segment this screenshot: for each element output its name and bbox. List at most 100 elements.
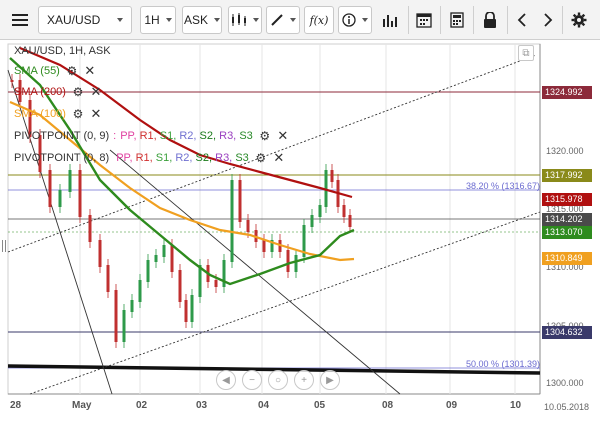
price-type-selector[interactable]: ASK [182,6,222,34]
pivot-part-pp: PP, [116,152,133,164]
candle-body [48,170,52,207]
candle-body [138,280,142,302]
candle-body [98,240,102,267]
candle-body [230,180,234,262]
popout-icon[interactable]: ⧉ [518,45,534,61]
indicators-button[interactable]: f(x) [304,6,334,34]
candle-body [28,100,32,137]
candle-body [310,215,314,227]
chevron-down-icon [117,18,123,22]
gear-icon[interactable]: ⚙ [72,85,84,99]
settings-button[interactable] [565,6,593,34]
chevron-down-icon [253,18,259,22]
close-icon[interactable]: ✕ [273,150,285,165]
volume-button[interactable] [376,6,404,34]
chevron-down-icon [290,18,296,22]
candle-body [58,190,62,207]
pan-right-icon[interactable]: ▶ [320,370,340,390]
legend-item-pivot-8[interactable]: PIVOTPOINT (0, 8) PP, R1, S1, R2, S2, R3… [14,149,285,167]
pivot-part-s2: S2, [199,130,217,142]
pivot-part-r1: R1, [139,130,157,142]
timeframe-selector[interactable]: 1H [140,6,176,34]
price-tag: 1304.632 [542,326,592,339]
time-tick: 05 [314,400,326,411]
zoom-out-icon[interactable]: − [242,370,262,390]
chevron-down-icon [214,18,220,22]
pivot-part-s2: S2, [195,152,213,164]
legend-item-pivot-9[interactable]: PIVOTPOINT (0, 9) : PP, R1, S1, R2, S2, … [14,127,289,145]
price-tag: 1314.202 [542,213,592,226]
price-tag: 1317.992 [542,169,592,182]
candle-body [78,170,82,217]
price-tag: 1324.992 [542,86,592,99]
candle-body [38,135,42,172]
draw-tool-button[interactable] [266,6,300,34]
legend-label: SMA (200) [14,86,66,98]
hamburger-icon[interactable] [6,6,34,34]
chevron-down-icon [362,18,368,22]
chart-title: XAU/USD, 1H, ASK [14,45,111,57]
chart-type-button[interactable] [228,6,262,34]
price-tag: 1315.978 [542,193,592,206]
info-button[interactable] [338,6,372,34]
candle-body [88,215,92,242]
candle-body [130,300,134,312]
candle-body [294,255,298,272]
close-icon[interactable]: ✕ [90,106,102,121]
down-trendline-1 [7,69,113,395]
candle-body [68,170,72,192]
symbol-selector[interactable]: XAU/USD [38,6,132,34]
calendar-button[interactable] [410,6,438,34]
pivot-part-s1: S1, [155,152,173,164]
pivot-separator: : [113,130,117,142]
pivot-part-pp: PP, [120,130,137,142]
candlestick-series [10,74,352,348]
price-tick: 1315.000 [546,204,584,214]
zoom-in-icon[interactable]: + [294,370,314,390]
close-icon[interactable]: ✕ [277,128,289,143]
pan-left-icon[interactable]: ◀ [216,370,236,390]
sma-100-line [9,100,355,262]
candle-body [270,240,274,252]
candle-body [114,290,118,342]
scroll-right-button[interactable] [536,6,560,34]
gear-icon[interactable]: ⚙ [66,64,78,78]
close-icon[interactable]: ✕ [84,63,96,78]
price-tick: 1300.000 [546,378,584,388]
calculator-button[interactable] [443,6,471,34]
pivot-part-r2: R2, [175,152,193,164]
gear-icon[interactable]: ⚙ [72,107,84,121]
sma-200-line [19,46,353,199]
channel-upper-line [7,54,537,253]
zoom-reset-icon[interactable]: ○ [268,370,288,390]
time-tick: 10 [510,400,522,411]
volume-bars-icon [383,15,397,27]
candle-body [262,240,266,252]
candles-icon [232,13,246,26]
price-chart[interactable] [0,40,600,447]
draw-icon [271,14,283,26]
candle-body [18,80,22,102]
candle-body [178,270,182,302]
pivot-part-r1: R1, [135,152,153,164]
gear-icon[interactable]: ⚙ [255,151,267,165]
legend-item-sma55[interactable]: SMA (55) ⚙ ✕ [14,62,96,80]
legend-label: SMA (55) [14,65,60,77]
candle-body [324,170,328,207]
price-tick: 1310.000 [546,262,584,272]
scroll-left-button[interactable] [510,6,534,34]
gear-icon[interactable]: ⚙ [259,129,271,143]
lock-icon [484,12,496,28]
close-icon[interactable]: ✕ [90,84,102,99]
time-tick: 09 [446,400,458,411]
candle-body [342,205,346,217]
price-tag: 1310.849 [542,252,592,265]
legend-item-sma200[interactable]: SMA (200) ⚙ ✕ [14,83,102,101]
lock-button[interactable] [476,6,504,34]
legend-item-sma100[interactable]: SMA (100) ⚙ ✕ [14,105,102,123]
candle-body [154,255,158,262]
channel-lower-line [29,211,541,395]
calculator-icon [450,12,464,28]
resize-handle[interactable] [2,240,6,252]
chart-area[interactable]: XAU/USD, 1H, ASK SMA (55) ⚙ ✕ SMA (200) … [0,40,600,447]
